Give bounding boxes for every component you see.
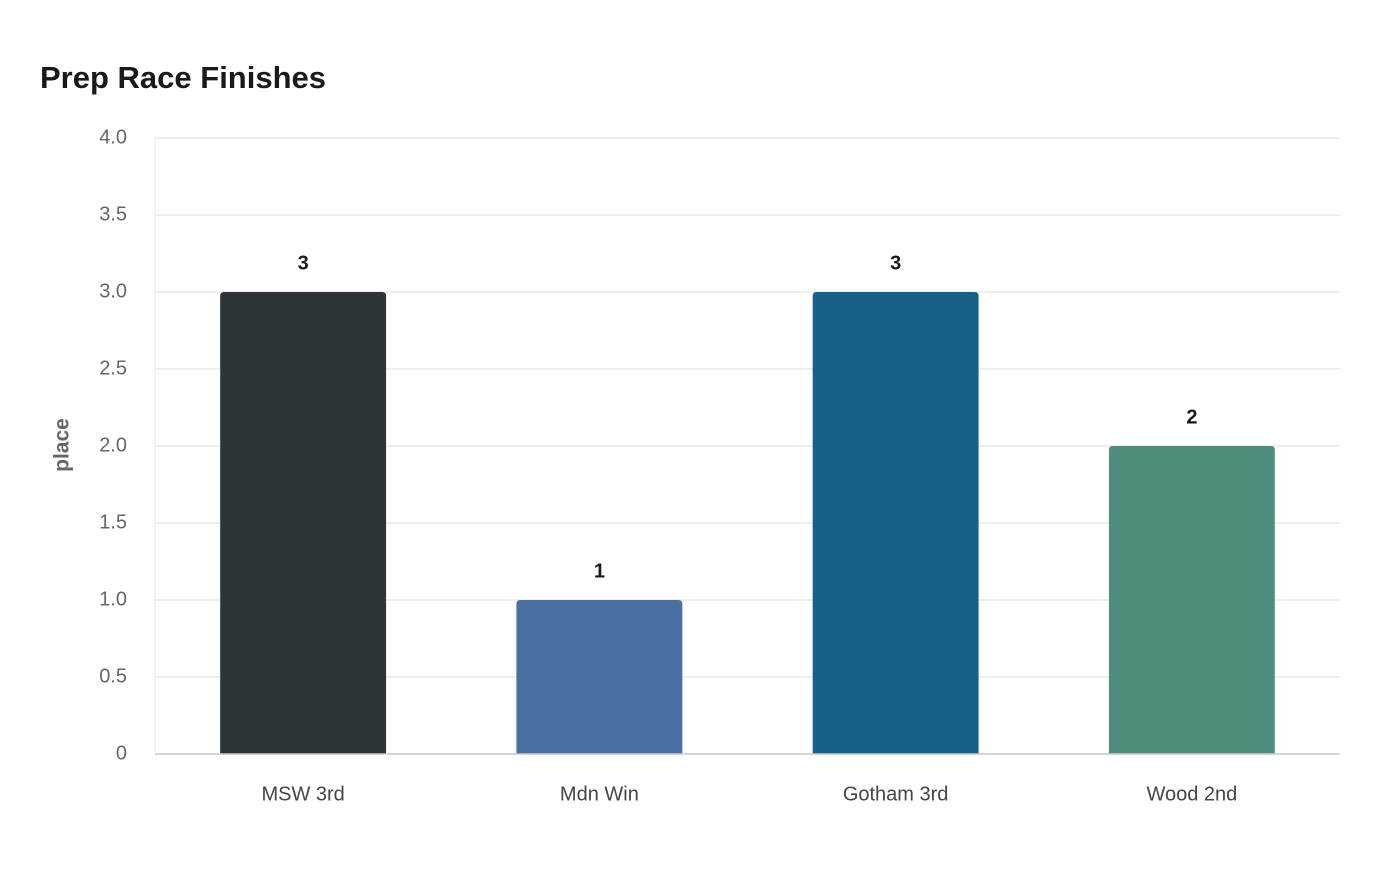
y-axis-title: place (51, 418, 74, 472)
x-tick-label: Mdn Win (560, 783, 639, 805)
data-label: 3 (890, 252, 901, 274)
bar (812, 292, 979, 754)
x-tick-label: Gotham 3rd (843, 783, 949, 805)
y-tick-label: 2.5 (99, 357, 127, 379)
data-label: 3 (298, 252, 309, 274)
y-tick-label: 4.0 (99, 126, 127, 148)
bar (220, 292, 387, 754)
bar (516, 600, 683, 754)
y-tick-label: 3.0 (99, 280, 127, 302)
data-label: 2 (1186, 406, 1197, 428)
bar (1108, 446, 1275, 754)
data-label: 1 (594, 560, 605, 582)
x-tick-label: MSW 3rd (261, 783, 344, 805)
y-tick-label: 0 (116, 742, 127, 764)
x-tick-label: Wood 2nd (1146, 783, 1237, 805)
y-tick-label: 2.0 (99, 434, 127, 456)
y-tick-label: 1.5 (99, 511, 127, 533)
y-tick-label: 0.5 (99, 665, 127, 687)
chart-title: Prep Race Finishes (40, 60, 326, 95)
y-tick-label: 3.5 (99, 203, 127, 225)
y-tick-label: 1.0 (99, 588, 127, 610)
